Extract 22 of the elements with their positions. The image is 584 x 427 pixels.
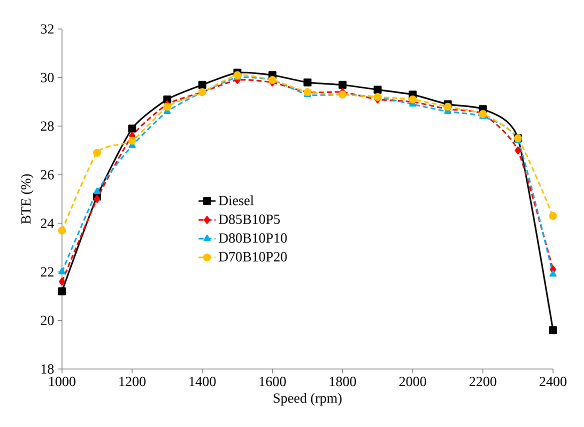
y-tick-label: 22 bbox=[40, 267, 54, 276]
y-tick-label: 18 bbox=[42, 364, 54, 374]
x-tick-label: 1400 bbox=[190, 376, 216, 386]
x-tick-label: 1600 bbox=[260, 376, 286, 386]
legend-label: D85B10P5 bbox=[218, 214, 280, 224]
x-tick-label: 1000 bbox=[49, 376, 76, 386]
x-axis-title: Speed (rpm) bbox=[274, 393, 342, 406]
x-tick-label: 1200 bbox=[119, 376, 146, 386]
x-tick-label: 1800 bbox=[330, 376, 356, 386]
y-axis-title: BTE (%) bbox=[20, 174, 34, 224]
x-tick-label: 2200 bbox=[470, 376, 496, 386]
y-tick-label: 20 bbox=[40, 316, 54, 326]
legend-label: D70B10P20 bbox=[218, 252, 287, 262]
legend-label: Diesel bbox=[218, 195, 254, 206]
y-tick-label: 24 bbox=[40, 218, 54, 228]
y-tick-label: 32 bbox=[40, 24, 54, 34]
y-tick-label: 30 bbox=[40, 72, 54, 82]
x-tick-label: 2000 bbox=[399, 376, 426, 386]
legend-label: D80B10P10 bbox=[218, 233, 287, 243]
y-tick-label: 28 bbox=[40, 121, 54, 131]
y-tick-label: 26 bbox=[40, 170, 54, 180]
x-tick-label: 2400 bbox=[540, 376, 566, 386]
